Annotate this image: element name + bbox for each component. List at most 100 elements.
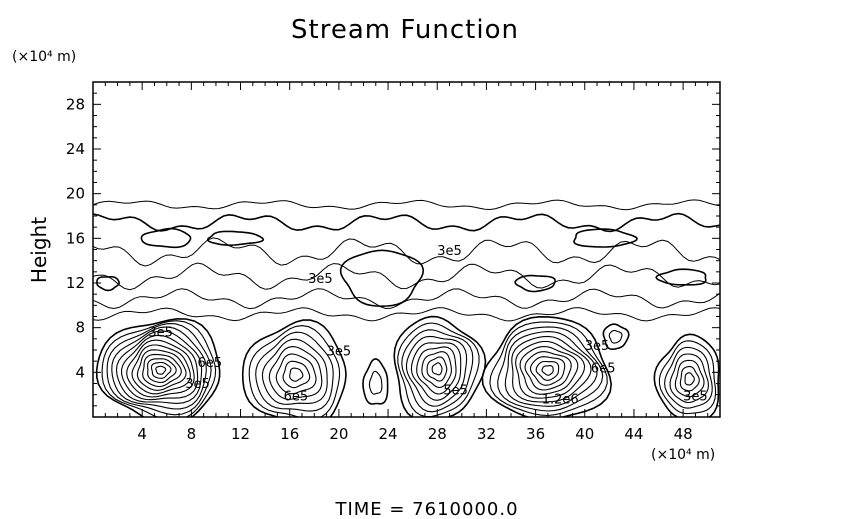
cell-1-contour-4 — [142, 353, 182, 388]
contour-label-10: 3e5 — [585, 339, 610, 354]
cell-5-contour-5 — [519, 345, 579, 395]
cell-7-contour-7 — [653, 333, 720, 417]
cell-5-contour-11 — [481, 315, 613, 417]
cell-5-contour-10 — [489, 321, 608, 417]
cell-3-contour-1 — [368, 370, 383, 395]
x-tick-label-24: 24 — [379, 425, 398, 443]
band-13-contour — [93, 262, 720, 291]
band-19-contour — [93, 199, 720, 211]
cell-2-contour-1 — [289, 367, 304, 382]
cell-2-contour-2 — [282, 360, 311, 389]
cell-7-contour-2 — [679, 366, 700, 392]
blob-c-contour — [140, 227, 192, 249]
x-tick-label-28: 28 — [428, 425, 447, 443]
cell-4-contour-2 — [426, 356, 448, 382]
y-tick-label-8: 8 — [75, 319, 85, 337]
band-17-contour — [93, 212, 720, 233]
contour-label-8: 5e5 — [443, 384, 468, 399]
blob-d-contour — [514, 274, 556, 293]
cell-4-contour-5 — [410, 342, 462, 401]
cell-7-contour-5 — [664, 346, 713, 409]
y-tick-label-16: 16 — [66, 229, 85, 247]
blob-e-contour — [573, 228, 638, 248]
blob-a-contour — [339, 249, 425, 308]
blob-f-contour — [655, 268, 707, 286]
contour-labels: 3e5 3e5 3e5 6e5 3e5 3e5 6e5 5e5 1.2e6 3e5 6e5 3e5 — [148, 244, 707, 408]
y-axis-label: Height — [27, 217, 51, 283]
contour-label-2: 3e5 — [437, 244, 462, 259]
band-11-contour — [93, 288, 720, 310]
cell-1-contour-3 — [147, 358, 177, 384]
cell-1-contour-11 — [106, 323, 212, 416]
y-tick-label-28: 28 — [66, 95, 85, 113]
cell-1-contour-9 — [115, 330, 203, 404]
y-tick-label-20: 20 — [66, 185, 85, 203]
cell-5-contour-9 — [497, 326, 604, 412]
y-tick-label-24: 24 — [66, 140, 85, 158]
y-tick-label-4: 4 — [75, 363, 85, 381]
cell-4-contour-3 — [421, 351, 452, 389]
x-tick-label-44: 44 — [624, 425, 643, 443]
x-tick-label-32: 32 — [477, 425, 496, 443]
cell-4-contour-7 — [401, 329, 474, 413]
cell-2-contour-8 — [241, 319, 347, 417]
contour-label-5: 3e5 — [185, 377, 210, 392]
cell-5-contour-3 — [529, 356, 566, 386]
cell-5-contour-4 — [524, 351, 572, 391]
contour-label-3: 3e5 — [148, 326, 173, 341]
cell-6-contour-2 — [602, 323, 630, 351]
y-axis-unit-label: (×10⁴ m) — [12, 49, 76, 65]
cell-3-contour-2 — [362, 358, 389, 405]
cell-1-contour-7 — [126, 339, 195, 398]
x-tick-label-48: 48 — [674, 425, 693, 443]
cell-4-contour-6 — [405, 335, 468, 407]
contour-label-4: 6e5 — [198, 356, 223, 371]
x-tick-label-36: 36 — [526, 425, 545, 443]
x-tick-label-12: 12 — [231, 425, 250, 443]
cell-7-contour-1 — [684, 372, 695, 386]
cell-2-contour-4 — [268, 346, 323, 400]
cell-1-contour-2 — [150, 361, 172, 379]
cell-1-contour-6 — [131, 344, 191, 395]
cell-2-contour-7 — [248, 325, 341, 417]
cell-5-contour-6 — [515, 340, 586, 399]
cell-2-contour-3 — [275, 353, 317, 395]
cell-2-contour-6 — [255, 331, 334, 412]
cell-4-contour-1 — [431, 362, 443, 376]
x-tick-label-40: 40 — [575, 425, 594, 443]
band-15-contour — [93, 237, 720, 267]
contour-lines — [93, 199, 720, 417]
contour-label-12: 3e5 — [683, 389, 708, 404]
cell-4-contour-8 — [397, 322, 480, 417]
cell-1-contour-10 — [111, 326, 207, 410]
blob-g-contour — [96, 276, 120, 292]
y-tick-label-12: 12 — [66, 274, 85, 292]
cell-5-contour-7 — [511, 335, 592, 403]
cell-5-contour-2 — [535, 360, 560, 381]
chart-title: Stream Function — [291, 15, 519, 45]
x-tick-label-16: 16 — [280, 425, 299, 443]
cell-1-contour-5 — [136, 349, 187, 391]
x-tick-label-20: 20 — [329, 425, 348, 443]
contour-label-9: 1.2e6 — [542, 393, 579, 408]
cell-5-contour-1 — [541, 365, 554, 376]
cell-4-contour-9 — [393, 315, 487, 417]
contour-label-1: 3e5 — [308, 272, 333, 287]
x-tick-label-8: 8 — [187, 425, 197, 443]
cell-7-contour-6 — [658, 340, 717, 415]
x-tick-label-4: 4 — [137, 425, 147, 443]
cell-2-contour-5 — [261, 338, 328, 405]
blob-b-contour — [206, 230, 265, 247]
cell-1-contour-8 — [120, 334, 199, 401]
cell-4-contour-4 — [416, 346, 457, 395]
cell-5-contour-8 — [504, 331, 598, 407]
band-9-contour — [93, 307, 720, 322]
time-footer: TIME = 7610000.0 — [334, 499, 518, 519]
cell-7-contour-4 — [669, 353, 709, 404]
x-axis-unit-label: (×10⁴ m) — [651, 447, 715, 463]
cell-7-contour-3 — [674, 359, 705, 398]
contour-label-6: 3e5 — [327, 345, 352, 360]
cell-1-contour-1 — [155, 365, 167, 375]
